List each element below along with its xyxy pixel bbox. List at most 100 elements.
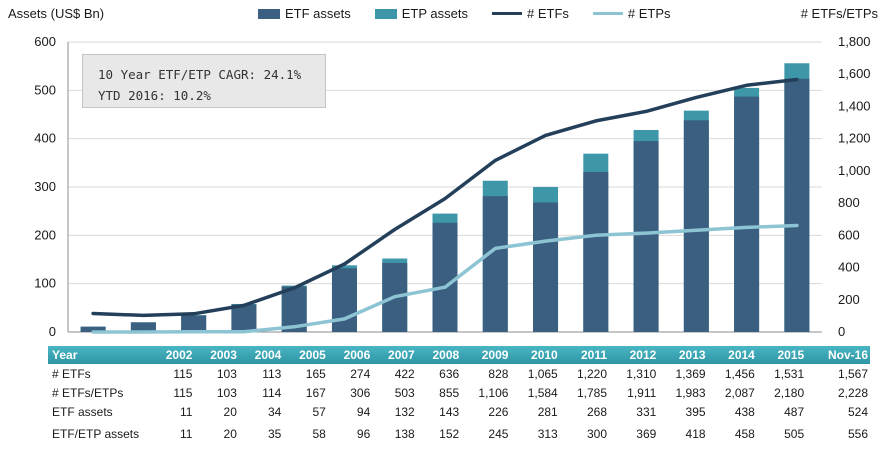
left-axis-tick-label: 100 [34,276,56,291]
table-header-cell: 2011 [559,346,610,364]
table-cell: 1,785 [576,385,608,400]
table-cell: 2,087 [724,385,755,400]
table-header-cell: 2006 [327,346,373,364]
table-row: ETF/ETP assets 11 20 35 58 96 138 152 24… [48,421,870,447]
table-cell: 300 [586,427,608,441]
legend-item-etp-assets: ETP assets [374,6,468,21]
left-axis-tick-label: 400 [34,131,56,146]
table-cell: 57 [312,404,326,419]
table-row-label: ETF assets [52,404,113,419]
table-cell: 828 [488,366,509,381]
table-row: # ETFs 115 103 113 165 274 422 636 828 1… [48,364,870,383]
table-cell: 165 [305,366,326,381]
table-cell: 306 [350,385,371,400]
table-cell: 1,531 [774,366,805,381]
table-header-cell: Year [48,346,150,364]
table-header-row: Year 2002 2003 2004 2005 2006 2007 2008 … [48,346,870,364]
legend-label-num-etfs: # ETFs [526,6,569,21]
table-header-cell: 2008 [416,346,462,364]
left-axis-tick-label: 300 [34,179,56,194]
table-row-label: ETF/ETP assets [52,427,140,441]
legend-item-num-etfs: # ETFs [491,6,569,21]
etf-assets-bar [533,202,559,332]
table-cell: 636 [439,366,460,381]
legend-item-num-etps: # ETPs [592,6,671,21]
table-cell: 2,180 [774,385,805,400]
table-header-cell: 2004 [238,346,284,364]
table-cell: 115 [173,385,193,400]
legend-swatch-etp-assets [374,8,397,19]
table-cell: 281 [537,404,558,419]
table-cell: 556 [847,427,868,441]
table-cell: 152 [439,427,460,441]
table-header-cell: 2010 [510,346,560,364]
right-axis-tick-label: 1,600 [838,66,871,81]
left-axis-tick-label: 500 [34,82,56,97]
table-cell: 422 [394,366,415,381]
legend-label-num-etps: # ETPs [627,6,671,21]
table-cell: 1,584 [527,385,558,400]
etf-assets-bar [80,326,106,332]
legend-label-etp-assets: ETP assets [401,6,468,21]
etf-assets-bar [633,141,659,332]
table-cell: 114 [262,385,282,400]
right-axis-tick-label: 400 [838,260,860,275]
num-etps-line [91,223,799,334]
table-row: ETF assets 11 20 34 57 94 132 143 226 28… [48,402,870,421]
table-header-cell: 2002 [150,346,195,364]
etf-assets-bar [130,322,156,332]
etf-assets-bar [734,96,760,332]
table-cell: 458 [734,427,755,441]
table-cell: 20 [223,427,237,441]
etf-assets-bar [231,304,257,332]
etf-assets-bar [181,315,207,332]
chart-plot: 0 100 200 300 400 500 600 0 200 400 600 800 1,000 1,2… [34,34,871,339]
right-axis-title: # ETFs/ETPs [800,6,878,21]
table-cell: 34 [268,404,282,419]
table-cell: 115 [173,366,193,381]
table-cell: 1,369 [675,366,706,381]
table-cell: 103 [216,385,237,400]
legend-swatch-etf-assets [258,8,280,19]
cagr-note-line: 10 Year ETF/ETP CAGR: 24.1% [98,67,302,82]
table-cell: 11 [179,404,193,419]
table-cell: 226 [488,404,509,419]
etf-assets-bar [482,196,508,332]
table-cell: 503 [394,385,415,400]
table-header-cell: Nov-16 [806,346,870,364]
table-header-cell: 2003 [194,346,239,364]
table-cell: 1,911 [627,385,657,400]
table-cell: 1,065 [527,366,558,381]
right-axis-tick-label: 0 [838,324,845,339]
etf-assets-bar [583,172,609,332]
etf-assets-bar [784,78,810,332]
table-cell: 132 [394,404,415,419]
table-cell: 1,567 [837,366,868,381]
table-cell: 113 [262,366,282,381]
table-header-cell: 2009 [461,346,511,364]
chart-legend: ETF assets ETP assets # ETFs # ETPs [258,6,695,21]
right-axis-tick-label: 1,400 [838,98,871,113]
table-cell: 438 [734,404,755,419]
right-axis-tick-label: 1,000 [838,163,871,178]
table-cell: 268 [586,404,608,419]
table-row: # ETFs/ETPs 115 103 114 167 306 503 855 … [48,383,870,402]
table-cell: 103 [216,366,237,381]
num-etfs-line [91,77,799,318]
left-axis-title: Assets (US$ Bn) [8,6,105,21]
table-cell: 1,106 [478,385,509,400]
data-table: Year 2002 2003 2004 2005 2006 2007 2008 … [48,346,870,447]
table-header-cell: 2007 [372,346,417,364]
table-cell: 58 [312,427,326,441]
table-cell: 11 [179,427,193,441]
table-cell: 20 [223,404,237,419]
table-cell: 487 [784,404,805,419]
legend-label-etf-assets: ETF assets [285,6,351,21]
table-cell: 1,983 [675,385,706,400]
table-cell: 1,220 [576,366,608,381]
table-header-cell: 2013 [658,346,708,364]
table-row-label: # ETFs/ETPs [52,385,124,400]
table-header-cell: 2014 [707,346,757,364]
left-axis-tick-label: 200 [34,227,56,242]
right-axis-tick-label: 800 [838,195,860,210]
